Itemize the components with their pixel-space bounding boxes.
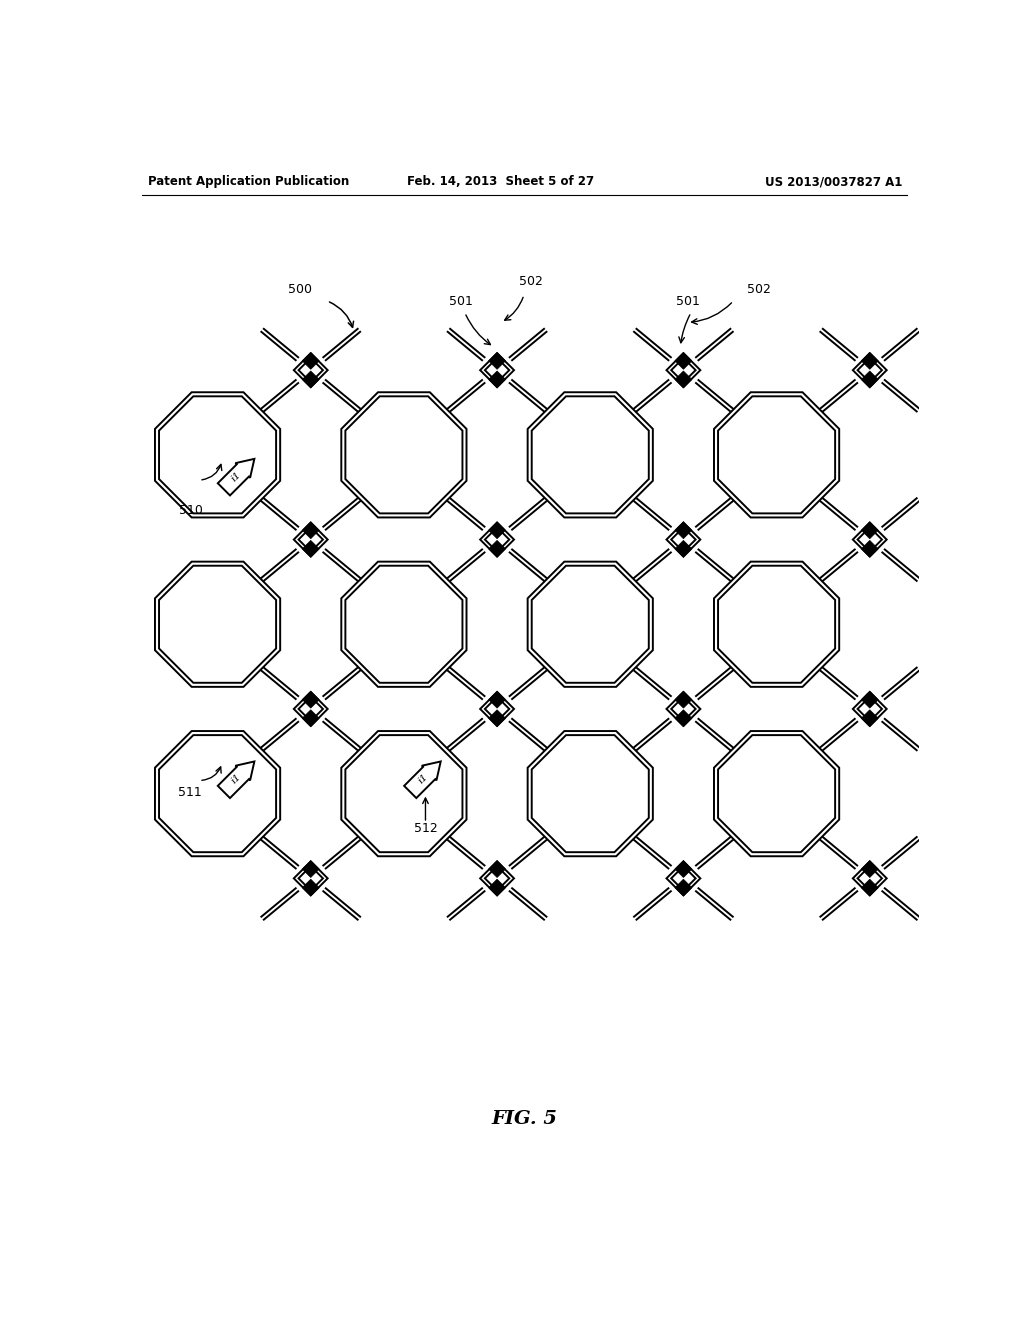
- Polygon shape: [861, 352, 879, 370]
- Polygon shape: [853, 523, 887, 557]
- Polygon shape: [853, 862, 887, 895]
- Polygon shape: [857, 697, 882, 721]
- Polygon shape: [302, 861, 319, 878]
- Polygon shape: [302, 710, 319, 727]
- Text: 510: 510: [179, 504, 203, 517]
- Polygon shape: [488, 692, 506, 708]
- Text: i1: i1: [230, 772, 244, 785]
- Polygon shape: [671, 697, 695, 721]
- Polygon shape: [671, 528, 695, 552]
- Polygon shape: [302, 692, 319, 708]
- Polygon shape: [675, 540, 692, 557]
- Polygon shape: [488, 879, 506, 896]
- Polygon shape: [485, 866, 509, 891]
- Polygon shape: [480, 692, 514, 726]
- Polygon shape: [218, 762, 254, 799]
- Polygon shape: [302, 371, 319, 388]
- Polygon shape: [675, 861, 692, 878]
- Polygon shape: [488, 540, 506, 557]
- Polygon shape: [861, 540, 879, 557]
- Polygon shape: [294, 862, 328, 895]
- Text: 501: 501: [676, 294, 699, 308]
- Text: 501: 501: [450, 294, 473, 308]
- Polygon shape: [299, 358, 323, 383]
- Polygon shape: [857, 358, 882, 383]
- Polygon shape: [480, 354, 514, 387]
- Text: 511: 511: [177, 785, 202, 799]
- Polygon shape: [675, 692, 692, 708]
- Polygon shape: [861, 879, 879, 896]
- Polygon shape: [404, 762, 440, 799]
- Polygon shape: [488, 352, 506, 370]
- Polygon shape: [485, 528, 509, 552]
- Polygon shape: [218, 459, 254, 495]
- Text: 500: 500: [289, 284, 312, 296]
- Text: FIG. 5: FIG. 5: [492, 1110, 558, 1129]
- Polygon shape: [488, 861, 506, 878]
- Polygon shape: [675, 879, 692, 896]
- Text: 512: 512: [414, 822, 437, 836]
- Polygon shape: [294, 354, 328, 387]
- Polygon shape: [675, 521, 692, 539]
- Polygon shape: [302, 521, 319, 539]
- Polygon shape: [857, 866, 882, 891]
- Polygon shape: [857, 528, 882, 552]
- Polygon shape: [671, 358, 695, 383]
- Text: 502: 502: [518, 276, 543, 289]
- Polygon shape: [485, 358, 509, 383]
- Polygon shape: [861, 371, 879, 388]
- Polygon shape: [480, 862, 514, 895]
- Polygon shape: [667, 862, 700, 895]
- Polygon shape: [299, 697, 323, 721]
- Text: i1: i1: [230, 470, 244, 483]
- Text: US 2013/0037827 A1: US 2013/0037827 A1: [765, 176, 902, 187]
- Polygon shape: [675, 352, 692, 370]
- Polygon shape: [294, 692, 328, 726]
- Polygon shape: [861, 692, 879, 708]
- Polygon shape: [294, 523, 328, 557]
- Text: 502: 502: [746, 284, 770, 296]
- Polygon shape: [675, 371, 692, 388]
- Polygon shape: [302, 352, 319, 370]
- Polygon shape: [853, 692, 887, 726]
- Polygon shape: [861, 710, 879, 727]
- Polygon shape: [675, 710, 692, 727]
- Text: Feb. 14, 2013  Sheet 5 of 27: Feb. 14, 2013 Sheet 5 of 27: [407, 176, 594, 187]
- Polygon shape: [302, 879, 319, 896]
- Polygon shape: [861, 521, 879, 539]
- Polygon shape: [861, 861, 879, 878]
- Polygon shape: [667, 523, 700, 557]
- Polygon shape: [853, 354, 887, 387]
- Polygon shape: [667, 354, 700, 387]
- Polygon shape: [488, 371, 506, 388]
- Polygon shape: [302, 540, 319, 557]
- Polygon shape: [485, 697, 509, 721]
- Polygon shape: [488, 710, 506, 727]
- Polygon shape: [488, 521, 506, 539]
- Text: i1: i1: [417, 772, 430, 785]
- Polygon shape: [480, 523, 514, 557]
- Polygon shape: [671, 866, 695, 891]
- Polygon shape: [667, 692, 700, 726]
- Polygon shape: [299, 866, 323, 891]
- Polygon shape: [299, 528, 323, 552]
- Text: Patent Application Publication: Patent Application Publication: [147, 176, 349, 187]
